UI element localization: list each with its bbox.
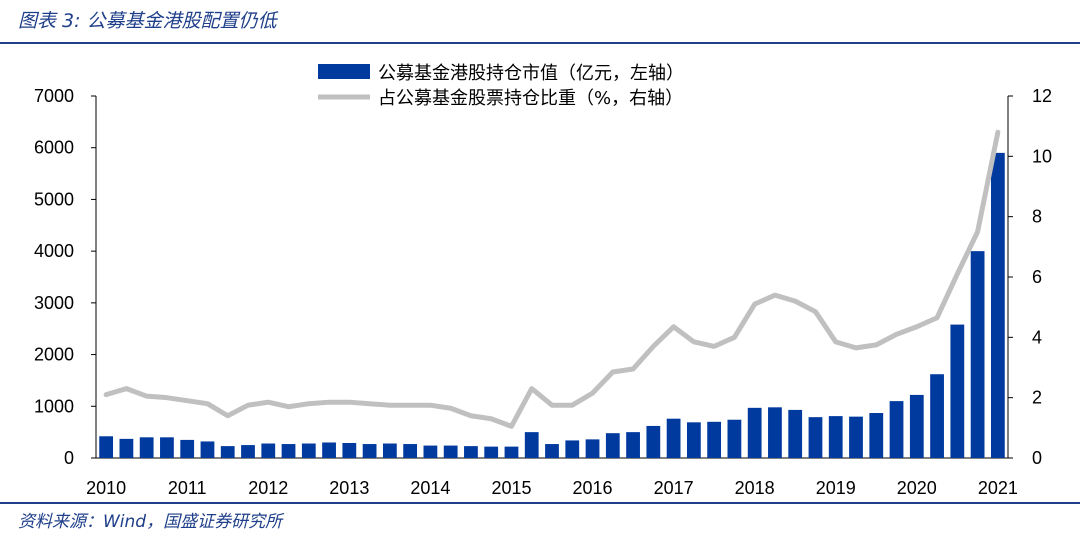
x-tick-label: 2012 bbox=[248, 478, 288, 498]
x-tick-label: 2021 bbox=[978, 478, 1018, 498]
bar bbox=[646, 425, 661, 458]
bar bbox=[565, 440, 580, 458]
bar bbox=[605, 433, 620, 458]
left-tick-label: 1000 bbox=[34, 396, 74, 416]
bar bbox=[909, 394, 924, 458]
legend-label-bar: 公募基金港股持仓市值（亿元，左轴） bbox=[378, 63, 684, 84]
bar bbox=[322, 442, 336, 458]
bar bbox=[889, 401, 904, 458]
tick-labels: 0 1000 2000 3000 4000 5000 6000 7000 0 2 4 6 8 10 12 20… bbox=[34, 86, 1052, 498]
right-tick-label: 2 bbox=[1032, 388, 1042, 408]
left-tick-label: 3000 bbox=[34, 293, 74, 313]
bar bbox=[686, 422, 701, 458]
bar bbox=[869, 413, 884, 458]
bars-series bbox=[99, 152, 1005, 458]
right-tick-label: 10 bbox=[1032, 146, 1052, 166]
bar bbox=[99, 436, 114, 458]
bar bbox=[828, 416, 843, 458]
legend-swatch-bar bbox=[318, 64, 370, 79]
bar bbox=[342, 443, 357, 458]
bar bbox=[261, 443, 276, 458]
bar bbox=[382, 443, 397, 458]
right-tick-label: 8 bbox=[1032, 207, 1042, 227]
bar bbox=[990, 152, 1005, 458]
bar bbox=[423, 445, 438, 458]
bar bbox=[301, 443, 316, 458]
top-rule bbox=[0, 42, 1080, 44]
right-tick-label: 12 bbox=[1032, 86, 1052, 106]
bar bbox=[524, 432, 539, 458]
bar bbox=[545, 444, 559, 458]
bar bbox=[930, 374, 944, 458]
x-tick-label: 2020 bbox=[897, 478, 937, 498]
right-tick-label: 6 bbox=[1032, 267, 1042, 287]
x-tick-label: 2015 bbox=[491, 478, 531, 498]
figure-source: 资料来源：Wind，国盛证券研究所 bbox=[18, 512, 283, 532]
bar bbox=[281, 444, 296, 458]
bar bbox=[768, 407, 782, 458]
bar bbox=[200, 441, 215, 458]
bar bbox=[747, 407, 762, 458]
x-tick-label: 2013 bbox=[329, 478, 369, 498]
bar bbox=[666, 418, 681, 458]
bar bbox=[707, 421, 722, 458]
bar bbox=[119, 438, 134, 458]
left-tick-label: 0 bbox=[64, 448, 74, 468]
bar bbox=[464, 446, 478, 458]
bar bbox=[849, 416, 863, 458]
x-tick-label: 2011 bbox=[168, 478, 207, 498]
x-tick-label: 2016 bbox=[573, 478, 613, 498]
bar bbox=[180, 439, 195, 458]
left-tick-label: 7000 bbox=[34, 86, 74, 106]
bar bbox=[403, 444, 418, 458]
figure-title: 图表 3: 公募基金港股配置仍低 bbox=[18, 10, 277, 32]
x-tick-label: 2014 bbox=[410, 478, 450, 498]
line-series bbox=[103, 129, 1001, 429]
left-tick-label: 6000 bbox=[34, 138, 74, 158]
legend: 公募基金港股持仓市值（亿元，左轴） 占公募基金股票持仓比重（%，右轴） bbox=[318, 63, 684, 109]
bar bbox=[362, 444, 377, 458]
x-tick-label: 2017 bbox=[654, 478, 694, 498]
x-tick-label: 2019 bbox=[816, 478, 856, 498]
line-path bbox=[103, 129, 1001, 429]
bar bbox=[950, 324, 965, 458]
bar bbox=[626, 432, 640, 458]
bar bbox=[788, 409, 803, 458]
bar bbox=[443, 445, 458, 458]
chart: 0 1000 2000 3000 4000 5000 6000 7000 0 2 4 6 8 10 12 20… bbox=[34, 63, 1052, 498]
bar bbox=[970, 251, 985, 458]
legend-label-line: 占公募基金股票持仓比重（%，右轴） bbox=[378, 88, 683, 109]
bar bbox=[585, 439, 600, 458]
right-tick-label: 0 bbox=[1032, 448, 1042, 468]
bar bbox=[484, 446, 499, 458]
bar bbox=[220, 446, 235, 458]
left-tick-label: 4000 bbox=[34, 241, 74, 261]
bar bbox=[139, 437, 154, 458]
bottom-rule bbox=[0, 502, 1080, 504]
bar bbox=[241, 445, 255, 458]
right-tick-label: 4 bbox=[1032, 327, 1042, 347]
bar bbox=[160, 437, 174, 458]
bar bbox=[504, 446, 519, 458]
bar bbox=[808, 417, 823, 458]
bar bbox=[727, 419, 742, 458]
x-tick-label: 2018 bbox=[735, 478, 775, 498]
left-tick-label: 2000 bbox=[34, 345, 74, 365]
x-tick-label: 2010 bbox=[86, 478, 126, 498]
left-tick-label: 5000 bbox=[34, 189, 74, 209]
